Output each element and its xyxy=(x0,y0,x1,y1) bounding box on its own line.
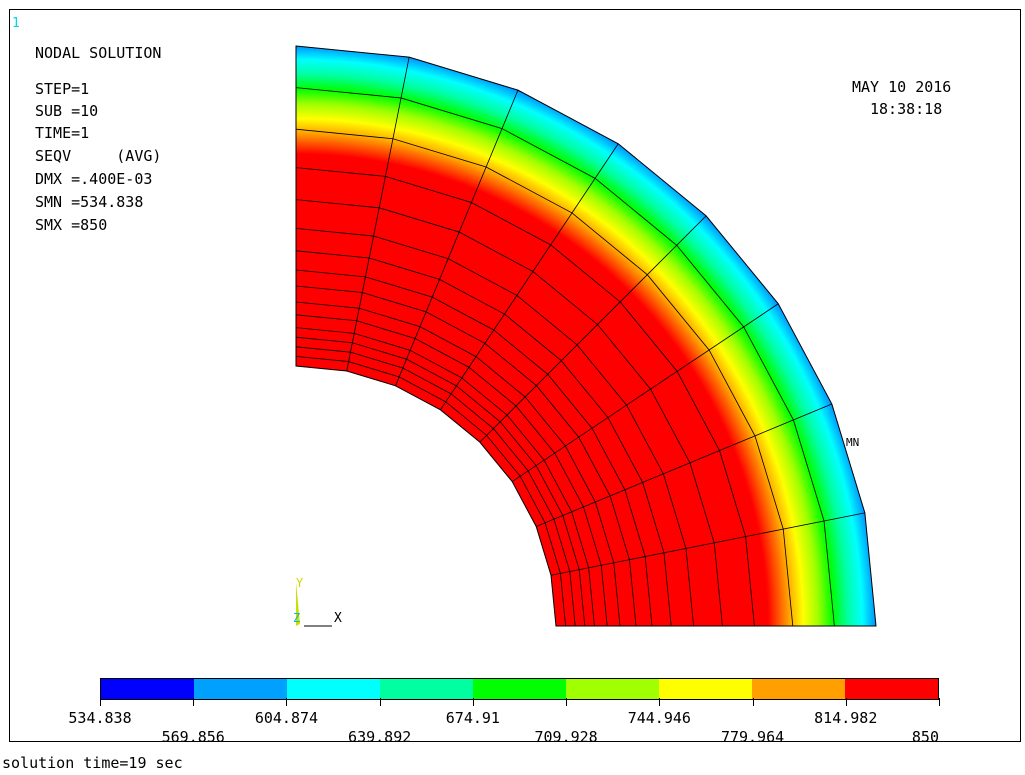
legend-tick xyxy=(379,698,381,706)
contour-legend-bar xyxy=(100,678,939,700)
legend-label-bottom: 639.892 xyxy=(348,728,412,746)
info-smx: SMX =850 xyxy=(35,216,108,234)
info-result: SEQV (AVG) xyxy=(35,147,162,165)
legend-label-top: 674.91 xyxy=(445,709,500,727)
legend-color-4 xyxy=(473,679,566,699)
legend-color-0 xyxy=(101,679,194,699)
legend-tick xyxy=(939,698,940,706)
min-marker-label: MN xyxy=(846,436,860,449)
legend-color-6 xyxy=(659,679,752,699)
mesh-radial-line xyxy=(395,89,519,386)
legend-color-7 xyxy=(752,679,845,699)
y-axis-label: Y xyxy=(296,576,304,590)
legend-color-5 xyxy=(566,679,659,699)
mesh-radial-line xyxy=(536,403,833,527)
timestamp-time: 18:38:18 xyxy=(870,100,943,118)
legend-tick xyxy=(472,698,474,706)
legend-tick xyxy=(566,698,568,706)
x-axis-label: X xyxy=(334,611,342,626)
legend-label-bottom: 569.856 xyxy=(161,728,225,746)
info-step: STEP=1 xyxy=(35,80,90,98)
legend-color-8 xyxy=(845,679,938,699)
legend-tick xyxy=(845,698,847,706)
legend-label-bottom: 709.928 xyxy=(534,728,598,746)
legend-label-bottom: 779.964 xyxy=(720,728,785,746)
legend-tick xyxy=(100,698,101,706)
mesh-radial-line xyxy=(479,215,707,443)
info-time: TIME=1 xyxy=(35,124,90,142)
timestamp-date: MAY 10 2016 xyxy=(852,78,952,96)
solution-title: NODAL SOLUTION xyxy=(35,44,162,62)
window-number: 1 xyxy=(12,16,20,31)
y-axis-arrow xyxy=(296,582,300,626)
legend-color-2 xyxy=(287,679,380,699)
legend-label-top: 534.838 xyxy=(68,709,132,727)
mesh-elements xyxy=(295,45,877,627)
legend-tick xyxy=(659,698,661,706)
mesh-radial-line xyxy=(511,303,779,482)
legend-color-3 xyxy=(380,679,473,699)
legend-tick xyxy=(752,698,754,706)
legend-tick xyxy=(193,698,195,706)
mesh-radial-line xyxy=(440,143,619,411)
status-text: solution time=19 sec xyxy=(2,754,183,772)
legend-label-bottom: 850 xyxy=(911,728,939,746)
legend-label-top: 814.982 xyxy=(814,709,878,727)
legend-tick xyxy=(286,698,288,706)
axis-triad xyxy=(296,582,332,627)
info-dmx: DMX =.400E-03 xyxy=(35,170,153,188)
plot-frame xyxy=(9,9,1021,742)
mesh-radial-line xyxy=(346,57,410,372)
mesh-radial-line xyxy=(550,512,865,576)
legend-label-top: 604.874 xyxy=(254,709,319,727)
z-axis-label: Z xyxy=(293,611,301,625)
legend-label-top: 744.946 xyxy=(627,709,691,727)
info-sub: SUB =10 xyxy=(35,102,99,120)
info-smn: SMN =534.838 xyxy=(35,193,144,211)
legend-color-1 xyxy=(194,679,287,699)
